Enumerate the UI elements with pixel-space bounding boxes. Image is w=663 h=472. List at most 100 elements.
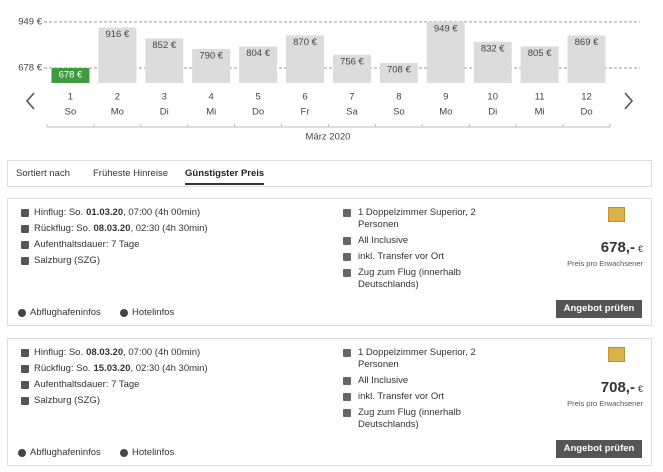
hotel-image <box>608 347 625 362</box>
x-tick-label: 3 <box>162 92 167 103</box>
y-tick-label: 678 € <box>18 63 42 74</box>
flight-text: Hinflug: So. <box>34 347 84 358</box>
flight-row: Rückflug: So. 08.03.20, 02:30 (4h 30min) <box>34 223 208 234</box>
offer-card: Hinflug: So. 01.03.20, 07:00 (4h 00min) Rü… <box>7 198 652 326</box>
price-value: 678,- <box>600 239 635 256</box>
icon <box>21 349 29 357</box>
bar[interactable] <box>379 62 418 83</box>
flight-text: , 07:00 (4h 00min) <box>123 347 201 358</box>
weekday-label: Mo <box>439 107 452 118</box>
bar[interactable] <box>567 35 606 83</box>
value-label: 949 € <box>434 23 458 34</box>
sort-label: Sortiert nach <box>16 168 70 179</box>
offer-button[interactable]: Angebot prüfen <box>556 440 642 458</box>
price-chart: März 2020 678 € 949 € 1 So 678 € 2 Mo 916 € 3 Di 8… <box>18 16 640 143</box>
bar[interactable] <box>520 46 559 83</box>
stay: Aufenthaltsdauer: 7 Tage <box>34 379 140 390</box>
hotel-feature: 1 Doppelzimmer Superior, 2 Personen <box>358 207 476 230</box>
sort-option[interactable]: Günstigster Preis <box>185 168 265 185</box>
weekday-label: Do <box>252 107 264 118</box>
weekday-label: So <box>393 107 405 118</box>
price-currency: € <box>637 244 643 254</box>
value-label: 790 € <box>199 50 223 61</box>
price-value: 708,- <box>600 379 635 396</box>
x-tick-label: 5 <box>255 92 260 103</box>
price-note: Preis pro Erwachsener <box>567 259 643 268</box>
x-tick-label: 11 <box>535 92 545 103</box>
bar[interactable] <box>145 38 184 83</box>
icon <box>343 349 351 357</box>
next-arrow[interactable] <box>624 92 634 110</box>
flight-text: Rückflug: So. <box>34 363 91 374</box>
price-currency: € <box>637 384 643 394</box>
bar[interactable] <box>473 41 512 83</box>
flight-row: Hinflug: So. 08.03.20, 07:00 (4h 00min) <box>34 347 200 358</box>
weekday-label: Di <box>160 107 169 118</box>
hotel-feature: inkl. Transfer vor Ort <box>358 391 445 402</box>
sort-bar: Sortiert nach Früheste Hinreise Günstigste… <box>7 160 652 187</box>
bar[interactable] <box>192 48 231 83</box>
offer-card: Hinflug: So. 08.03.20, 07:00 (4h 00min) Rü… <box>7 338 652 466</box>
icon <box>343 269 351 277</box>
info-link[interactable]: Hotelinfos <box>132 447 175 458</box>
info-link[interactable]: Hotelinfos <box>132 307 175 318</box>
sort-option[interactable]: Früheste Hinreise <box>93 168 168 179</box>
bar[interactable] <box>98 27 137 84</box>
hotel-image <box>608 207 625 222</box>
weekday-label: Di <box>488 107 497 118</box>
weekday-label: Sa <box>346 107 358 118</box>
airport: Salzburg (SZG) <box>34 255 100 266</box>
hotel-feature: 1 Doppelzimmer Superior, 2 Personen <box>358 347 476 370</box>
icon <box>21 381 29 389</box>
flight-row: Hinflug: So. 01.03.20, 07:00 (4h 00min) <box>34 207 200 218</box>
price: 708,- € <box>601 379 643 396</box>
x-axis-label: März 2020 <box>306 132 351 143</box>
icon <box>343 209 351 217</box>
flight-date: 08.03.20 <box>86 347 124 358</box>
bar[interactable] <box>286 35 325 83</box>
x-tick-label: 6 <box>302 92 307 103</box>
bar[interactable] <box>426 21 465 84</box>
offer-button[interactable]: Angebot prüfen <box>556 300 642 318</box>
flight-date: 08.03.20 <box>93 223 131 234</box>
icon <box>21 257 29 265</box>
bar[interactable] <box>332 54 371 83</box>
flight-text: Hinflug: So. <box>34 207 84 218</box>
stay: Aufenthaltsdauer: 7 Tage <box>34 239 140 250</box>
info-link[interactable]: Abflughafeninfos <box>30 307 101 318</box>
bar[interactable] <box>51 68 90 83</box>
value-label: 832 € <box>481 43 505 54</box>
weekday-label: Mi <box>535 107 545 118</box>
value-label: 852 € <box>152 40 176 51</box>
weekday-label: Mi <box>206 107 216 118</box>
hotel-feature: All Inclusive <box>358 235 409 246</box>
airport: Salzburg (SZG) <box>34 395 100 406</box>
info-link[interactable]: Abflughafeninfos <box>30 447 101 458</box>
flight-date: 01.03.20 <box>86 207 124 218</box>
info-icon <box>120 449 128 457</box>
hotel-feature: inkl. Transfer vor Ort <box>358 251 445 262</box>
icon <box>21 225 29 233</box>
weekday-label: Mo <box>111 107 124 118</box>
icon <box>343 393 351 401</box>
x-tick-label: 9 <box>443 92 448 103</box>
prev-arrow[interactable] <box>25 92 35 110</box>
value-label: 916 € <box>105 29 129 40</box>
value-label: 708 € <box>387 64 411 75</box>
icon <box>343 409 351 417</box>
flight-text: Rückflug: So. <box>34 223 91 234</box>
weekday-label: Do <box>580 107 592 118</box>
flight-text: , 07:00 (4h 00min) <box>123 207 201 218</box>
x-tick-label: 12 <box>581 92 592 103</box>
x-tick-label: 2 <box>115 92 120 103</box>
price-note: Preis pro Erwachsener <box>567 399 643 408</box>
flight-text: , 02:30 (4h 30min) <box>130 223 208 234</box>
flight-row: Rückflug: So. 15.03.20, 02:30 (4h 30min) <box>34 363 208 374</box>
bar[interactable] <box>239 46 278 83</box>
flight-text: , 02:30 (4h 30min) <box>130 363 208 374</box>
icon <box>343 377 351 385</box>
y-tick-label: 949 € <box>18 16 42 27</box>
icon <box>21 209 29 217</box>
icon <box>343 237 351 245</box>
